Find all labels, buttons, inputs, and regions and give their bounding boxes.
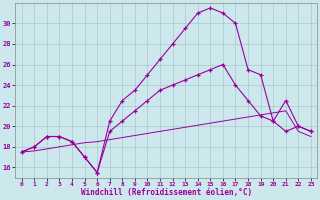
X-axis label: Windchill (Refroidissement éolien,°C): Windchill (Refroidissement éolien,°C) <box>81 188 252 197</box>
